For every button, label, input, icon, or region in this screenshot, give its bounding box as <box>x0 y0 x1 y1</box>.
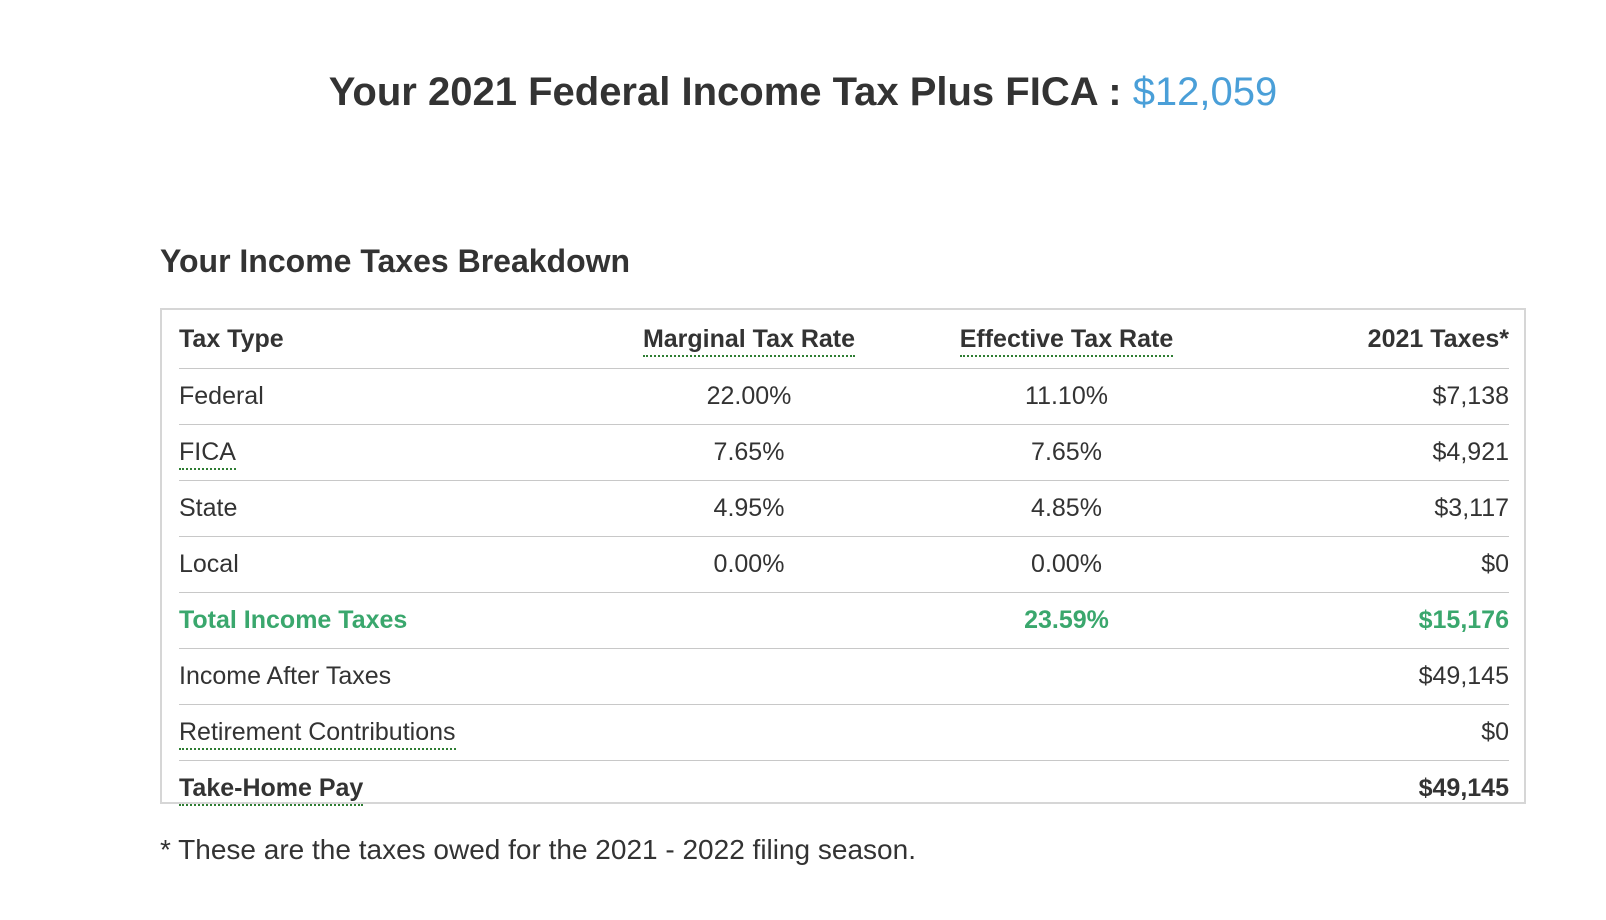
table-row-state: State 4.95% 4.85% $3,117 <box>179 480 1509 537</box>
table-row-fica: FICA 7.65% 7.65% $4,921 <box>179 424 1509 481</box>
take-home-pay-tooltip-link[interactable]: Take-Home Pay <box>179 774 364 806</box>
footnote: * These are the taxes owed for the 2021 … <box>160 834 916 865</box>
marginal-rate <box>559 761 939 817</box>
tax-amount: $3,117 <box>1194 480 1509 537</box>
tax-amount: $49,145 <box>1418 774 1509 802</box>
row-label: Total Income Taxes <box>179 592 559 649</box>
marginal-rate <box>559 704 939 761</box>
fica-tooltip-link[interactable]: FICA <box>179 438 236 470</box>
effective-rate: 4.85% <box>939 480 1194 537</box>
tax-amount: $49,145 <box>1194 648 1509 705</box>
effective-rate: 7.65% <box>939 424 1194 481</box>
marginal-tax-rate-tooltip-link[interactable]: Marginal Tax Rate <box>642 324 856 357</box>
taxes-breakdown-table: Tax Type Marginal Tax Rate Effective Tax… <box>160 308 1526 806</box>
effective-rate: 0.00% <box>939 536 1194 593</box>
effective-tax-rate-tooltip-link[interactable]: Effective Tax Rate <box>959 324 1174 357</box>
table-row-income-after-taxes: Income After Taxes $49,145 <box>179 648 1509 705</box>
marginal-rate <box>559 592 939 649</box>
row-label: Federal <box>179 368 559 425</box>
effective-rate <box>939 704 1194 761</box>
row-label-cell[interactable]: Take-Home Pay <box>179 761 559 817</box>
headline-amount: $12,059 <box>1132 70 1278 114</box>
header-tax-type: Tax Type <box>179 310 559 369</box>
effective-rate <box>939 761 1194 817</box>
marginal-rate: 4.95% <box>559 480 939 537</box>
effective-rate: 23.59% <box>939 592 1194 649</box>
page-headline: Your 2021 Federal Income Tax Plus FICA :… <box>0 70 1606 115</box>
row-label: State <box>179 480 559 537</box>
marginal-rate: 7.65% <box>559 424 939 481</box>
header-marginal-tax-rate[interactable]: Marginal Tax Rate <box>559 310 939 369</box>
tax-amount: $0 <box>1194 704 1509 761</box>
section-title: Your Income Taxes Breakdown <box>160 243 631 279</box>
table-row-local: Local 0.00% 0.00% $0 <box>179 536 1509 593</box>
marginal-rate: 0.00% <box>559 536 939 593</box>
row-label: Income After Taxes <box>179 648 559 705</box>
header-2021-taxes: 2021 Taxes* <box>1194 310 1509 369</box>
table-row-take-home-pay: Take-Home Pay $49,145 <box>179 761 1509 817</box>
effective-rate: 11.10% <box>939 368 1194 425</box>
marginal-rate <box>559 648 939 705</box>
tax-amount: $15,176 <box>1194 592 1509 649</box>
header-tax-type-label: Tax Type <box>179 324 284 353</box>
row-label-cell[interactable]: FICA <box>179 424 559 481</box>
header-effective-tax-rate[interactable]: Effective Tax Rate <box>939 310 1194 369</box>
row-label-cell[interactable]: Retirement Contributions <box>179 704 559 761</box>
table-row-federal: Federal 22.00% 11.10% $7,138 <box>179 368 1509 425</box>
table-row-total-income-taxes: Total Income Taxes 23.59% $15,176 <box>179 592 1509 649</box>
tax-amount: $4,921 <box>1194 424 1509 481</box>
table-header-row: Tax Type Marginal Tax Rate Effective Tax… <box>179 310 1509 369</box>
tax-amount: $0 <box>1194 536 1509 593</box>
tax-amount: $7,138 <box>1194 368 1509 425</box>
headline-text: Your 2021 Federal Income Tax Plus FICA : <box>328 70 1122 114</box>
row-label: Local <box>179 536 559 593</box>
marginal-rate: 22.00% <box>559 368 939 425</box>
table-row-retirement-contributions: Retirement Contributions $0 <box>179 704 1509 761</box>
retirement-contributions-tooltip-link[interactable]: Retirement Contributions <box>179 718 456 750</box>
header-2021-taxes-label: 2021 Taxes* <box>1367 324 1509 353</box>
effective-rate <box>939 648 1194 705</box>
